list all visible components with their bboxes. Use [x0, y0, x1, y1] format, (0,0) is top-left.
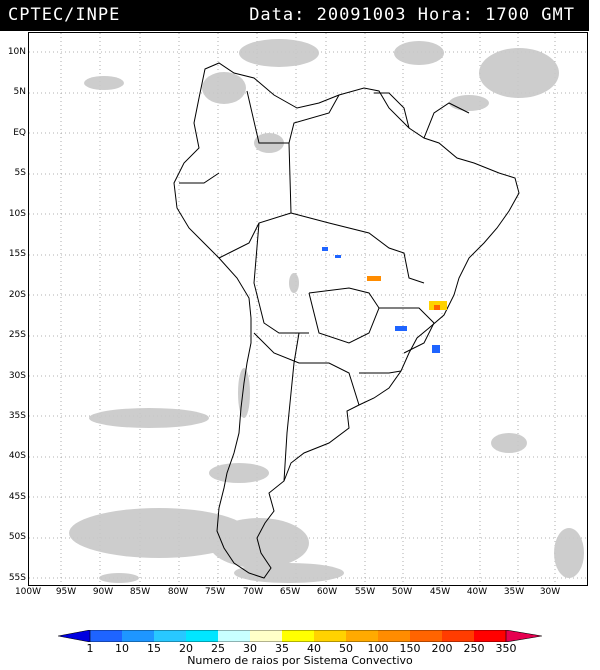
colorbar-tick: 20 [179, 642, 193, 655]
lon-label: 40W [466, 587, 488, 597]
colorbar-segment [186, 630, 218, 642]
colorbar-tick: 40 [307, 642, 321, 655]
lat-label: 35S [8, 411, 26, 421]
lon-label: 30W [539, 587, 561, 597]
lon-label: 45W [429, 587, 451, 597]
colorbar-tick: 25 [211, 642, 225, 655]
colorbar-tick: 250 [463, 642, 485, 655]
colorbar [58, 630, 542, 642]
colorbar-segment [218, 630, 250, 642]
lat-label: 15S [8, 249, 26, 259]
coastline [173, 62, 520, 579]
lat-label: 5N [13, 87, 26, 97]
map-canvas [29, 33, 587, 585]
lightning-clusters [322, 247, 447, 353]
colorbar-segment [282, 630, 314, 642]
colorbar-tick: 1 [86, 642, 94, 655]
agency-label: CPTEC/INPE [8, 5, 121, 25]
lat-label: 40S [8, 451, 26, 461]
lat-label: 55S [8, 573, 26, 583]
colorbar-tick: 30 [243, 642, 257, 655]
lat-label: 20S [8, 290, 26, 300]
colorbar-tick: 100 [367, 642, 389, 655]
colorbar-segment [314, 630, 346, 642]
lon-label: 80W [167, 587, 189, 597]
colorbar-caption: Numero de raios por Sistema Convectivo [187, 654, 413, 667]
colorbar-segment [410, 630, 442, 642]
lon-label: 35W [503, 587, 525, 597]
date-time-label: Data: 20091003 Hora: 1700 GMT [249, 5, 575, 25]
lon-label: 75W [204, 587, 226, 597]
lon-label: 100W [14, 587, 42, 597]
colorbar-tick: 50 [339, 642, 353, 655]
colorbar-tick: 15 [147, 642, 161, 655]
lon-label: 55W [354, 587, 376, 597]
lon-label: 60W [316, 587, 338, 597]
colorbar-segment [346, 630, 378, 642]
colorbar-segment [154, 630, 186, 642]
colorbar-tick: 150 [399, 642, 421, 655]
colorbar-segment [506, 630, 542, 642]
title-bar: CPTEC/INPE Data: 20091003 Hora: 1700 GMT [0, 0, 589, 31]
colorbar-segment [58, 630, 90, 642]
colorbar-tick: 35 [275, 642, 289, 655]
lon-label: 90W [92, 587, 114, 597]
lon-label: 65W [279, 587, 301, 597]
colorbar-segment [378, 630, 410, 642]
lat-label: 50S [8, 532, 26, 542]
lat-label: 10S [8, 209, 26, 219]
colorbar-tick: 200 [431, 642, 453, 655]
lat-label: 30S [8, 371, 26, 381]
colorbar-segment [474, 630, 506, 642]
lon-label: 70W [242, 587, 264, 597]
map-panel [28, 32, 588, 586]
lat-label: 10N [7, 47, 26, 57]
colorbar-segment [442, 630, 474, 642]
lat-label: 45S [8, 492, 26, 502]
colorbar-tick: 350 [495, 642, 517, 655]
cloud-cover [69, 39, 584, 583]
colorbar-tick: 10 [115, 642, 129, 655]
lon-label: 95W [55, 587, 77, 597]
colorbar-segment [250, 630, 282, 642]
colorbar-segment [90, 630, 122, 642]
lon-label: 50W [391, 587, 413, 597]
grid-lines [29, 33, 587, 585]
lat-label: 25S [8, 330, 26, 340]
lon-label: 85W [129, 587, 151, 597]
lat-label: 5S [14, 168, 26, 178]
lat-label: EQ [13, 128, 26, 138]
colorbar-segment [122, 630, 154, 642]
